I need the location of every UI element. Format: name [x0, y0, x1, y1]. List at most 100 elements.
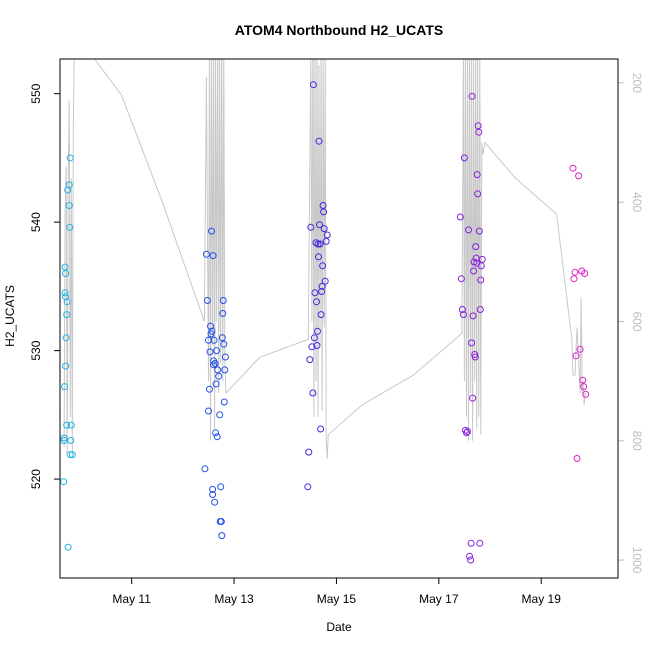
data-point-s3-22	[318, 282, 326, 290]
data-point-s5-11	[581, 270, 589, 277]
data-point-s1-19	[66, 154, 74, 162]
data-point-s4-32	[477, 262, 485, 270]
data-point-s3-28	[322, 237, 330, 245]
data-point-s4-33	[478, 255, 486, 263]
data-point-s4-25	[474, 190, 482, 198]
data-point-s2-2	[202, 250, 210, 258]
data-point-s1-22	[67, 421, 75, 429]
data-point-s4-4	[459, 311, 467, 319]
y-tick-label: 550	[29, 83, 43, 103]
data-point-s4-11	[467, 556, 475, 564]
data-point-s3-16	[315, 137, 323, 145]
data-point-s3-21	[318, 288, 326, 295]
data-point-s2-37	[221, 353, 229, 361]
y-tick-label: 540	[29, 212, 43, 232]
data-point-s2-3	[203, 297, 211, 304]
data-point-s5-3	[571, 268, 579, 276]
altitude-line-layer	[63, 59, 587, 459]
data-point-s1-2	[60, 437, 68, 444]
data-point-s4-15	[469, 394, 477, 402]
data-point-s4-13	[468, 339, 476, 347]
data-point-s2-17	[210, 336, 218, 344]
data-point-s1-3	[60, 434, 68, 442]
data-point-s5-2	[570, 275, 578, 283]
data-point-s3-25	[320, 208, 328, 216]
data-point-s3-2	[305, 448, 313, 456]
data-point-s2-14	[209, 252, 217, 260]
data-point-s3-14	[314, 240, 322, 248]
x-axis-label: Date	[326, 620, 352, 634]
data-point-s4-30	[476, 306, 484, 313]
data-point-s1-10	[62, 334, 70, 342]
data-point-s2-25	[215, 372, 223, 380]
data-point-s1-21	[67, 437, 75, 444]
data-point-s5-1	[569, 164, 577, 172]
data-point-s1-6	[61, 289, 69, 297]
data-point-s4-14	[468, 92, 476, 100]
x-tick-label: May 11	[112, 592, 151, 606]
data-point-s2-28	[217, 483, 225, 491]
data-point-s5-4	[572, 352, 580, 360]
data-point-s4-19	[471, 351, 479, 358]
data-point-s3-15	[315, 253, 322, 261]
data-point-s1-12	[63, 421, 71, 429]
data-point-s4-12	[467, 539, 475, 547]
data-point-s3-9	[311, 289, 319, 297]
data-point-s4-10	[466, 552, 473, 560]
y-axis-label: H2_UCATS	[3, 285, 17, 347]
data-point-s2-23	[213, 433, 221, 441]
data-point-s3-20	[317, 311, 325, 319]
data-point-s5-9	[579, 376, 587, 384]
y-tick-label: 530	[29, 340, 43, 360]
data-point-s5-7	[576, 345, 584, 353]
data-point-s1-15	[64, 543, 72, 551]
data-point-s2-16	[210, 361, 218, 369]
data-point-s2-33	[219, 297, 227, 304]
data-point-s2-36	[221, 366, 229, 374]
data-point-s5-6	[575, 172, 583, 180]
data-point-s4-2	[457, 275, 465, 283]
data-point-s3-26	[320, 225, 328, 233]
data-point-s2-8	[207, 322, 214, 330]
data-point-s4-3	[458, 306, 466, 313]
data-point-s3-29	[323, 231, 331, 239]
data-point-s2-22	[213, 347, 221, 355]
data-point-s2-35	[220, 398, 228, 406]
data-point-s1-16	[65, 181, 73, 189]
data-point-s2-32	[219, 309, 227, 317]
data-point-s2-24	[214, 366, 222, 374]
data-point-s2-10	[208, 227, 215, 235]
data-point-s3-23	[319, 262, 327, 270]
y2-tick-label: 400	[630, 192, 644, 212]
data-point-s4-9	[465, 226, 472, 234]
data-point-s3-27	[321, 277, 329, 285]
data-point-s3-13	[314, 327, 321, 335]
y2-tick-label: 200	[630, 73, 644, 93]
data-point-s2-20	[212, 429, 220, 437]
data-point-s1-1	[60, 478, 68, 486]
data-point-s1-7	[62, 270, 70, 277]
data-point-s1-18	[66, 223, 74, 231]
data-point-s3-8	[310, 334, 318, 342]
data-point-s2-19	[211, 360, 219, 367]
data-point-s2-31	[218, 334, 226, 342]
data-point-s2-4	[205, 407, 212, 415]
data-point-s3-3	[306, 356, 314, 364]
data-point-s3-5	[308, 343, 316, 351]
x-tick-label: May 19	[522, 592, 562, 606]
data-point-s3-18	[316, 240, 324, 248]
x-tick-label: May 15	[317, 592, 357, 606]
data-point-s2-11	[208, 327, 216, 335]
data-point-s4-29	[476, 539, 484, 547]
data-point-s1-11	[63, 311, 71, 319]
data-point-s2-12	[209, 485, 217, 493]
plot-frame	[59, 58, 619, 579]
data-point-s1-14	[64, 186, 72, 194]
data-point-s2-34	[220, 340, 228, 348]
y2-tick-label: 600	[630, 311, 644, 331]
data-point-s4-1	[456, 213, 464, 221]
data-point-s4-5	[460, 154, 468, 162]
data-point-s3-6	[309, 389, 317, 397]
data-points-layer	[60, 81, 590, 564]
